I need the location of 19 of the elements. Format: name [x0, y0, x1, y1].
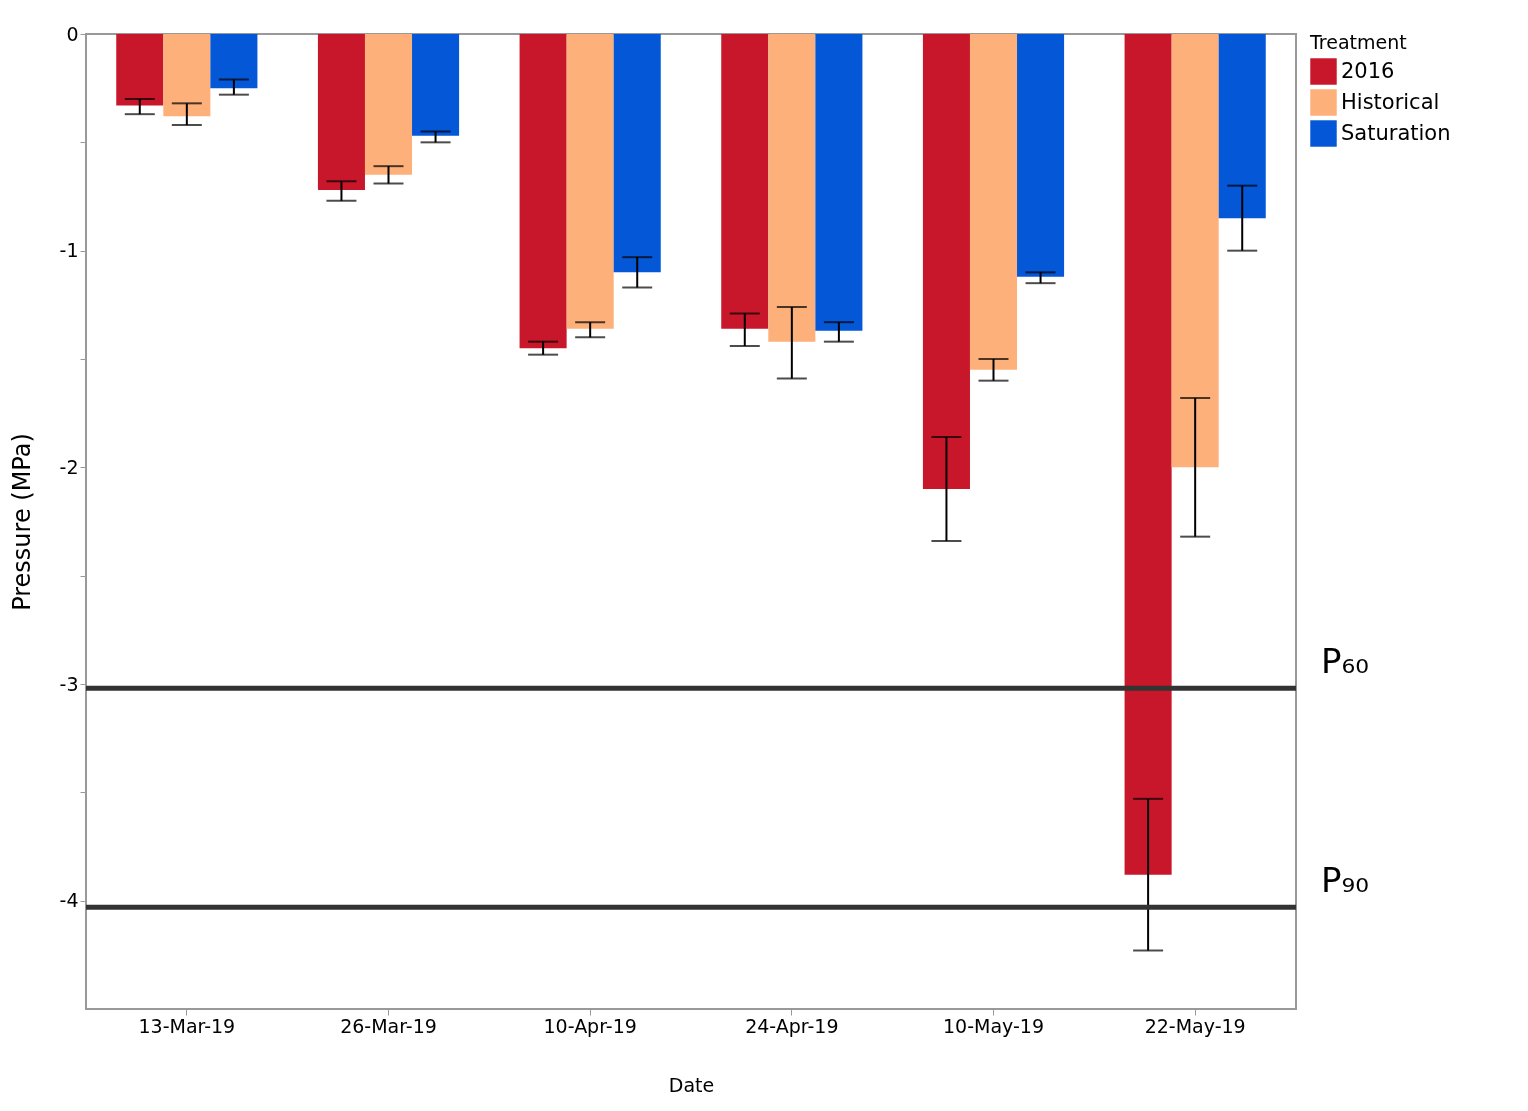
x-tick-label: 10-Apr-19 [543, 1014, 637, 1037]
x-tick-label: 22-May-19 [1144, 1014, 1246, 1037]
ref-line-label: P₆₀ [1321, 641, 1369, 682]
legend-title: Treatment [1309, 31, 1407, 53]
x-axis-title: Date [668, 1073, 715, 1096]
y-tick-label: -4 [59, 889, 79, 912]
x-tick-label: 24-Apr-19 [745, 1014, 839, 1037]
y-tick-label: -1 [59, 239, 79, 262]
legend-label: Historical [1341, 89, 1440, 114]
y-axis-title: Pressure (MPa) [7, 433, 36, 611]
y-tick-label: 0 [66, 22, 79, 45]
x-tick-label: 10-May-19 [942, 1014, 1045, 1037]
x-tick-label: 13-Mar-19 [138, 1014, 236, 1037]
y-tick-label: -3 [59, 672, 79, 695]
x-tick-label: 26-Mar-19 [340, 1014, 437, 1037]
ref-line-label: P₉₀ [1321, 860, 1369, 901]
legend-label: Saturation [1341, 120, 1451, 145]
legend-label: 2016 [1341, 58, 1395, 83]
y-tick-label: -2 [59, 455, 79, 478]
